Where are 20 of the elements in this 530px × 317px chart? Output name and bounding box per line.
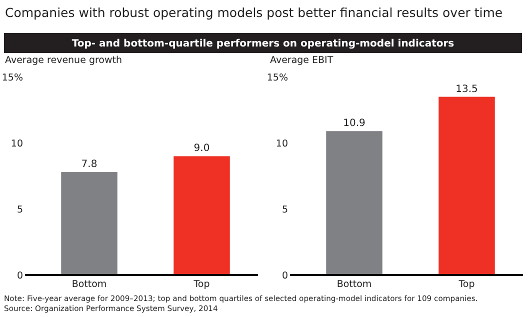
x-tick-label: Top <box>458 279 475 290</box>
x-tick-label: Top <box>192 279 210 290</box>
y-tick-label: 5 <box>282 204 288 216</box>
y-tick-label: 0 <box>16 270 23 282</box>
chart-subtitle: Top- and bottom-quartile performers on operating-model indicators <box>72 38 454 50</box>
x-tick-label: Bottom <box>336 279 372 290</box>
y-tick-label: 10 <box>10 138 23 150</box>
data-label: 13.5 <box>456 84 478 95</box>
y-tick-label: 15% <box>266 72 288 84</box>
data-label: 7.8 <box>81 159 98 170</box>
y-tick-label: 0 <box>282 270 288 282</box>
y-tick-label: 10 <box>276 138 288 150</box>
data-label: 10.9 <box>343 118 366 130</box>
y-tick-label: 15% <box>2 72 23 84</box>
y-tick-label: 5 <box>16 204 23 216</box>
y-axis-title: Average revenue growth <box>5 55 122 66</box>
x-tick-label: Bottom <box>72 279 107 290</box>
data-label: 9.0 <box>194 143 210 154</box>
y-axis-title: Average EBIT <box>270 55 334 66</box>
chart-title: Companies with robust operating models post better financial results over time <box>5 5 503 20</box>
